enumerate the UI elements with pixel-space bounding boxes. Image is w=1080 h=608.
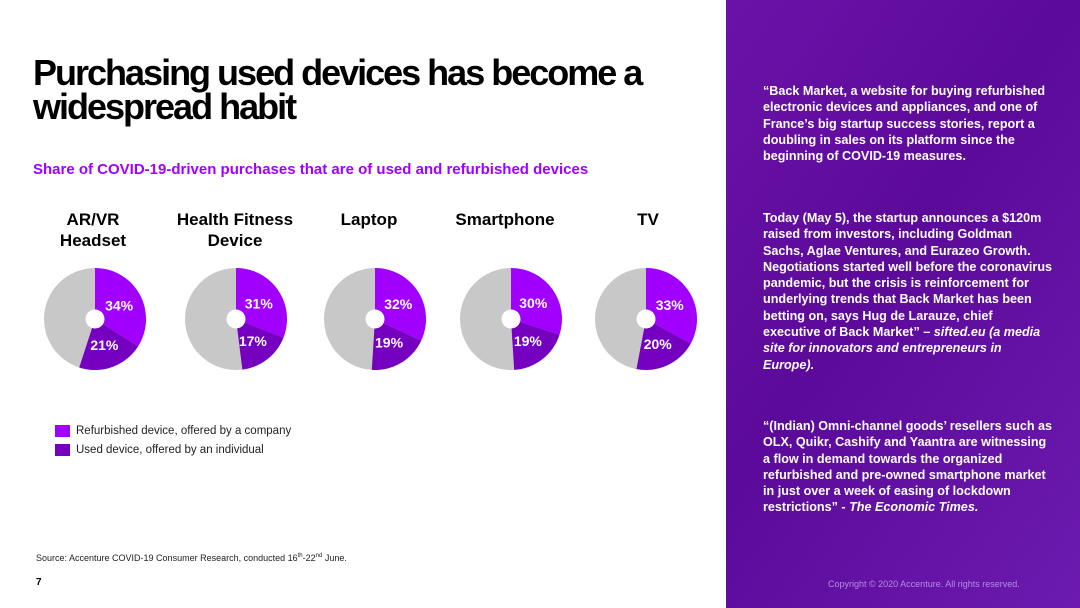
source-sup: th <box>297 553 303 559</box>
quote-text: Today (May 5), the startup announces a $… <box>763 211 1053 340</box>
legend-label-refurbished: Refurbished device, offered by a company <box>76 424 292 437</box>
chart-label-line: AR/VR <box>66 210 120 229</box>
pie-slice-refurbished <box>95 268 146 347</box>
source-sup: nd <box>315 553 323 559</box>
pie-slice-refurbished <box>646 268 697 344</box>
pie-slice-used <box>236 319 284 370</box>
pie-slice-refurbished <box>375 268 427 341</box>
pie-slice-refurbished <box>236 268 287 338</box>
data-label-refurbished: 31% <box>245 296 274 312</box>
legend-label-used: Used device, offered by an individual <box>76 443 264 456</box>
chart-subtitle: Share of COVID-19-driven purchases that … <box>33 161 589 178</box>
data-label-refurbished: 33% <box>656 297 685 313</box>
data-label-refurbished: 30% <box>519 295 548 311</box>
chart-label-line: Health Fitness <box>176 210 294 229</box>
chart-label-line: TV <box>637 210 659 229</box>
source-text: Source: Accenture COVID-19 Consumer Rese… <box>36 553 298 563</box>
chart-legend: Refurbished device, offered by a company… <box>55 421 291 459</box>
pie-center-hole <box>501 309 521 329</box>
page-title: Purchasing used devices has become a wid… <box>33 52 643 127</box>
data-label-used: 19% <box>514 333 543 349</box>
page-number: 7 <box>36 577 42 588</box>
quote-source: sifted.eu (a media site for innovators a… <box>763 325 1041 372</box>
quote-text: “(Indian) Omni-channel goods’ resellers … <box>763 419 1053 515</box>
pie-center-hole <box>365 309 385 329</box>
chart-label-laptop: Laptop <box>319 209 419 230</box>
legend-swatch-used <box>55 443 70 456</box>
data-label-refurbished: 34% <box>105 298 134 314</box>
copyright: Copyright © 2020 Accenture. All rights r… <box>828 579 1020 589</box>
source-note: Source: Accenture COVID-19 Consumer Rese… <box>36 553 347 563</box>
quote-source: The Economic Times. <box>849 500 979 515</box>
chart-label-line: Smartphone <box>455 210 555 229</box>
source-text: June. <box>322 553 347 563</box>
legend-swatch-refurbished <box>55 424 70 437</box>
data-label-used: 19% <box>375 335 404 351</box>
quote-economic-times: “(Indian) Omni-channel goods’ resellers … <box>763 418 1053 516</box>
data-label-refurbished: 32% <box>384 296 413 312</box>
data-label-used: 20% <box>644 336 673 352</box>
pie-slice-used <box>511 319 560 370</box>
chart-label-health-fitness-device: Health Fitness Device <box>159 209 311 251</box>
legend-item-refurbished: Refurbished device, offered by a company <box>55 421 291 440</box>
pie-slice-refurbished <box>511 268 562 335</box>
data-label-used: 17% <box>239 333 268 349</box>
quote-panel: “Back Market, a website for buying refur… <box>726 0 1080 608</box>
quote-text: “Back Market, a website for buying refur… <box>763 84 1046 164</box>
chart-label-tv: TV <box>618 209 678 230</box>
quote-back-market: “Back Market, a website for buying refur… <box>763 83 1053 164</box>
pie-slice-used <box>636 319 691 370</box>
source-text: -22 <box>302 553 316 563</box>
pie-charts: 34% 21% 31% 17% 32% 19% 30% 19% 33% 20% <box>44 268 697 370</box>
chart-label-line: Device <box>207 231 263 250</box>
pie-slice-used <box>79 319 139 370</box>
legend-item-used: Used device, offered by an individual <box>55 440 291 459</box>
quote-sifted: Today (May 5), the startup announces a $… <box>763 210 1053 373</box>
pie-slice-used <box>371 319 422 370</box>
chart-label-ar-vr-headset: AR/VR Headset <box>33 209 153 251</box>
data-label-used: 21% <box>90 337 119 353</box>
pie-center-hole <box>226 309 246 329</box>
chart-label-smartphone: Smartphone <box>440 209 570 230</box>
chart-label-line: Laptop <box>340 210 398 229</box>
pie-center-hole <box>636 309 656 329</box>
chart-label-line: Headset <box>59 231 127 250</box>
pie-center-hole <box>85 309 105 329</box>
